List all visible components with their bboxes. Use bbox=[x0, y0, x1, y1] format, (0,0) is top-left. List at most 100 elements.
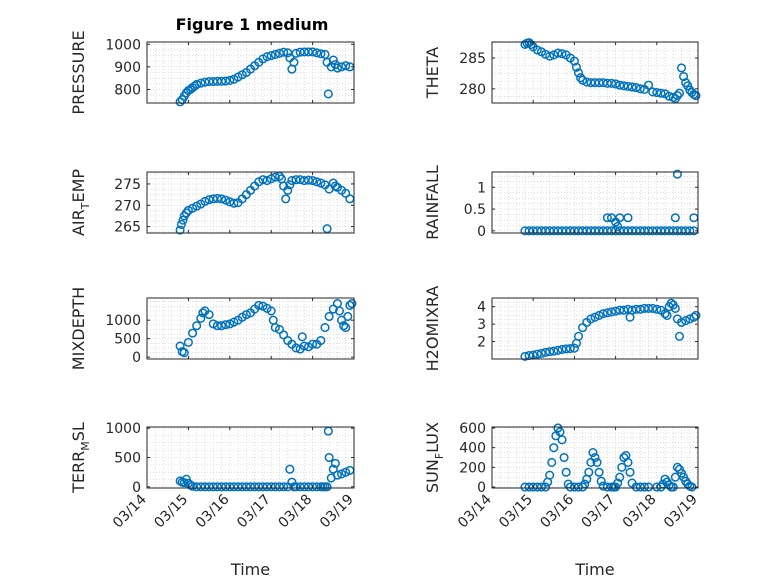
data-point bbox=[178, 215, 188, 225]
data-point bbox=[324, 311, 334, 322]
data-point bbox=[648, 303, 658, 314]
data-point bbox=[586, 314, 596, 324]
y-tick-label: 0 bbox=[477, 224, 486, 240]
data-point bbox=[611, 79, 621, 89]
x-tick-label: 03/17 bbox=[234, 492, 274, 532]
y-axis-label: SUNFLUX bbox=[423, 422, 446, 493]
axes-frame bbox=[146, 297, 355, 360]
plot-area bbox=[147, 427, 354, 488]
data-point bbox=[316, 49, 326, 59]
y-tick-label: 600 bbox=[459, 421, 486, 437]
data-point bbox=[615, 80, 625, 90]
data-point bbox=[266, 51, 276, 61]
data-point bbox=[341, 323, 351, 333]
data-point bbox=[602, 213, 612, 223]
data-point bbox=[332, 63, 342, 73]
data-point bbox=[590, 312, 600, 322]
data-point bbox=[545, 470, 555, 480]
data-point bbox=[592, 457, 602, 467]
data-point bbox=[691, 310, 701, 320]
data-point bbox=[555, 427, 565, 437]
data-point bbox=[270, 172, 280, 182]
data-point bbox=[656, 88, 666, 98]
data-point bbox=[652, 304, 662, 314]
data-point bbox=[685, 226, 695, 236]
data-point bbox=[283, 185, 293, 195]
data-point bbox=[573, 68, 584, 78]
data-point bbox=[594, 310, 604, 320]
data-point bbox=[520, 351, 530, 361]
data-point bbox=[553, 48, 563, 58]
data-point bbox=[679, 71, 689, 82]
y-axis-label: H2OMIXRA bbox=[423, 286, 442, 372]
data-point bbox=[299, 341, 309, 351]
data-point bbox=[279, 47, 289, 57]
axes-frame bbox=[491, 41, 699, 104]
y-axis-label: THETA bbox=[423, 47, 442, 99]
data-point bbox=[266, 174, 276, 184]
data-point bbox=[613, 221, 623, 232]
x-tick-label: 03/18 bbox=[276, 492, 316, 532]
data-point bbox=[175, 225, 185, 235]
data-point bbox=[565, 343, 575, 354]
data-point bbox=[221, 320, 231, 330]
data-point bbox=[312, 48, 322, 58]
y-axis-label: TERRMSL bbox=[69, 422, 92, 494]
y-tick-label: 1 bbox=[477, 180, 486, 196]
data-point bbox=[285, 464, 295, 474]
data-point bbox=[229, 317, 239, 327]
data-point bbox=[613, 478, 623, 488]
y-tick-label: 1000 bbox=[105, 37, 141, 53]
data-point bbox=[258, 175, 268, 185]
data-point bbox=[216, 194, 227, 204]
data-point bbox=[602, 308, 612, 318]
x-tick-label: 03/19 bbox=[317, 492, 357, 532]
data-point bbox=[332, 470, 342, 480]
data-point bbox=[549, 443, 559, 453]
data-point bbox=[225, 319, 235, 329]
data-point bbox=[303, 47, 314, 57]
data-point bbox=[648, 87, 658, 97]
data-point bbox=[676, 63, 687, 73]
data-point bbox=[619, 81, 629, 91]
y-tick-label: 270 bbox=[114, 198, 141, 214]
data-point bbox=[291, 343, 301, 353]
data-point bbox=[549, 50, 559, 60]
data-point bbox=[198, 308, 208, 318]
data-point bbox=[557, 49, 567, 59]
data-point bbox=[594, 467, 604, 477]
data-point bbox=[281, 194, 291, 204]
data-point bbox=[672, 91, 682, 101]
data-point bbox=[347, 298, 357, 309]
data-point bbox=[631, 83, 641, 93]
data-point bbox=[225, 75, 235, 85]
subplot-8: 0 200 400 600 03/14 03/15 03/16 03/17 03/18 03/19… bbox=[423, 421, 701, 579]
data-point bbox=[196, 78, 206, 88]
data-point bbox=[681, 316, 691, 326]
data-point bbox=[526, 39, 536, 50]
data-point bbox=[179, 348, 189, 358]
data-point bbox=[576, 73, 586, 83]
data-point bbox=[308, 339, 318, 349]
y-tick-label: 0 bbox=[132, 480, 141, 496]
y-tick-label: 4 bbox=[477, 300, 486, 316]
data-point bbox=[569, 343, 579, 353]
data-point bbox=[176, 219, 186, 230]
data-point bbox=[532, 45, 542, 55]
data-point bbox=[212, 321, 222, 331]
data-point bbox=[328, 464, 338, 474]
data-point bbox=[320, 323, 330, 333]
data-point bbox=[578, 75, 588, 85]
x-tick-label: 03/15 bbox=[496, 492, 536, 532]
data-point bbox=[225, 197, 235, 207]
data-point bbox=[541, 347, 551, 357]
y-tick-label: 2 bbox=[477, 335, 486, 351]
data-point bbox=[192, 79, 202, 90]
subplot-5: 0 500 1000 MIXDEPTH bbox=[69, 287, 357, 370]
x-tick-label: 03/15 bbox=[151, 492, 191, 532]
subplot-7: 0 500 1000 03/14 03/15 03/16 03/17 03/18 03/19 Ti… bbox=[69, 421, 357, 579]
x-tick-label: 03/17 bbox=[579, 492, 619, 532]
data-point bbox=[192, 321, 202, 331]
data-point bbox=[670, 303, 680, 314]
data-point bbox=[308, 47, 318, 57]
